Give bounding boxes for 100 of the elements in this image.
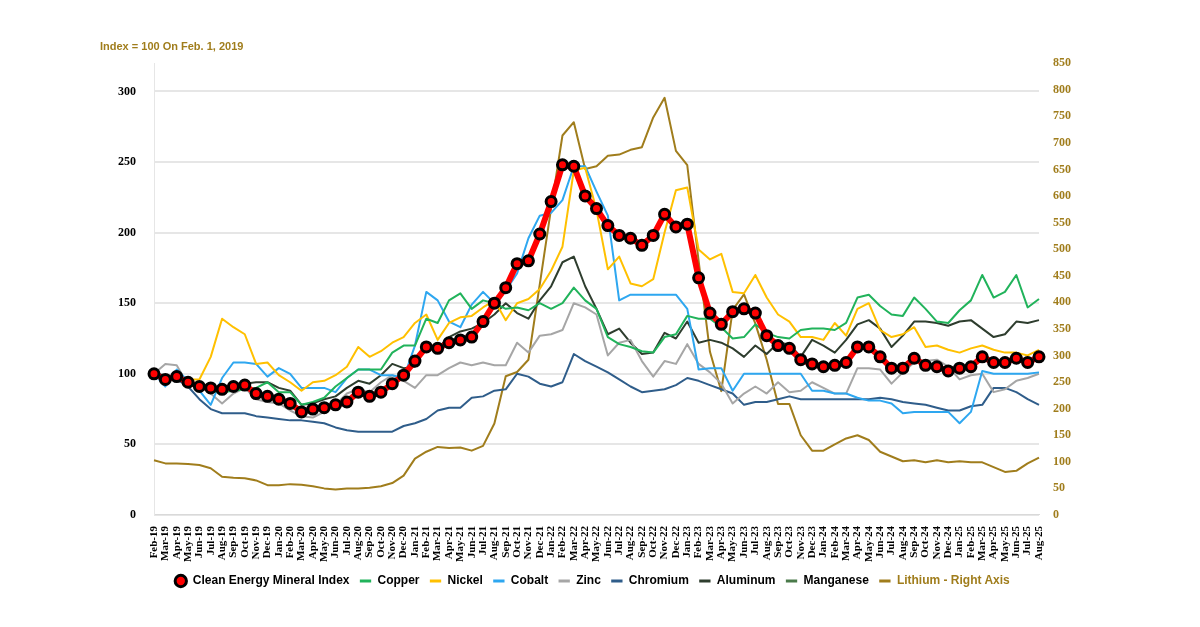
x-tick-label: Mar-25 bbox=[975, 525, 988, 561]
x-tick-label: May-25 bbox=[997, 525, 1010, 562]
x-tick-label: Dec-20 bbox=[396, 525, 409, 559]
x-tick-label: Dec-21 bbox=[532, 525, 545, 559]
y-tick-label: 250 bbox=[118, 154, 136, 169]
x-tick-label: Oct-24 bbox=[918, 525, 931, 558]
x-tick-label: Mar-20 bbox=[294, 525, 307, 561]
y2-tick-label: 500 bbox=[1053, 241, 1071, 256]
legend-label: Nickel bbox=[447, 573, 483, 588]
y2-tick-label: 250 bbox=[1053, 374, 1071, 389]
y-tick-label: 50 bbox=[124, 436, 136, 451]
x-tick-label: Feb-20 bbox=[283, 525, 295, 559]
x-tick-label: Apr-22 bbox=[578, 525, 590, 560]
y2-tick-label: 400 bbox=[1053, 294, 1071, 309]
x-tick-label: Aug-22 bbox=[623, 525, 636, 561]
x-tick-label: Apr-20 bbox=[305, 525, 318, 560]
x-tick-label: Apr-23 bbox=[714, 525, 727, 560]
x-tick-label: Sep-21 bbox=[498, 525, 511, 558]
x-tick-label: Feb-19 bbox=[146, 525, 159, 559]
x-tick-label: Feb-24 bbox=[827, 525, 840, 559]
x-tick-label: Feb-22 bbox=[555, 525, 568, 559]
x-tick-label: Mar-19 bbox=[158, 525, 171, 561]
x-tick-label: Aug-23 bbox=[759, 525, 772, 561]
y2-tick-label: 100 bbox=[1053, 453, 1071, 468]
x-tick-label: Feb-25 bbox=[963, 525, 976, 559]
x-tick-label: Jul-24 bbox=[884, 525, 897, 556]
x-tick-label: Jun-23 bbox=[736, 525, 749, 559]
x-tick-label: Apr-19 bbox=[169, 525, 182, 560]
x-tick-label: Jun-22 bbox=[600, 525, 613, 559]
y2-tick-label: 800 bbox=[1053, 81, 1071, 96]
x-tick-label: Aug-25 bbox=[1031, 525, 1044, 561]
y2-tick-label: 350 bbox=[1053, 321, 1071, 336]
y2-tick-label: 650 bbox=[1053, 161, 1071, 176]
x-tick-label: Apr-21 bbox=[441, 525, 454, 560]
x-tick-label: Apr-24 bbox=[850, 525, 863, 560]
x-tick-label: Jun-25 bbox=[1009, 525, 1022, 559]
x-tick-label: Jan-20 bbox=[271, 525, 284, 558]
y2-tick-label: 850 bbox=[1053, 55, 1071, 70]
x-tick-label: Jul-25 bbox=[1020, 525, 1033, 556]
y2-tick-label: 0 bbox=[1053, 507, 1059, 522]
legend-label: Clean Energy Mineral Index bbox=[192, 573, 350, 588]
y-tick-label: 300 bbox=[118, 83, 136, 98]
x-tick-label: Dec-24 bbox=[941, 525, 954, 559]
y-tick-label: 150 bbox=[118, 295, 136, 310]
y2-tick-label: 50 bbox=[1053, 480, 1065, 495]
x-tick-label: Oct-22 bbox=[646, 525, 659, 558]
x-tick-label: Aug-21 bbox=[487, 525, 500, 561]
legend-label: Manganese bbox=[803, 573, 870, 588]
x-tick-label: Jul-22 bbox=[612, 525, 625, 556]
legend-label: Zinc bbox=[576, 573, 602, 588]
legend-label: Lithium - Right Axis bbox=[896, 573, 1011, 588]
x-tick-label: Nov-20 bbox=[385, 525, 398, 560]
x-tick-label: May-23 bbox=[725, 525, 738, 562]
x-tick-label: Jul-23 bbox=[748, 525, 761, 556]
x-tick-label: Nov-22 bbox=[657, 525, 670, 560]
y-tick-label: 100 bbox=[118, 365, 136, 380]
x-tick-label: Jun-19 bbox=[192, 525, 205, 559]
x-tick-label: Nov-23 bbox=[793, 525, 806, 560]
x-tick-label: Jun-20 bbox=[328, 525, 341, 559]
y2-tick-label: 300 bbox=[1053, 347, 1071, 362]
x-tick-label: Mar-23 bbox=[702, 525, 715, 561]
y-tick-label: 200 bbox=[118, 224, 136, 239]
x-tick-label: Aug-24 bbox=[895, 525, 908, 561]
x-tick-label: Mar-21 bbox=[430, 525, 443, 561]
x-tick-label: May-21 bbox=[453, 525, 466, 562]
legend-label: Cobalt bbox=[510, 573, 549, 588]
x-tick-label: Jan-25 bbox=[952, 525, 965, 558]
x-tick-label: Sep-24 bbox=[907, 525, 920, 558]
x-tick-label: Sep-19 bbox=[226, 525, 239, 558]
legend-label: Chromium bbox=[628, 573, 689, 588]
x-tick-label: Nov-24 bbox=[929, 525, 942, 560]
x-tick-label: Mar-22 bbox=[566, 525, 579, 561]
x-tick-label: Feb-23 bbox=[691, 525, 704, 559]
x-tick-label: Jan-24 bbox=[816, 525, 829, 558]
y2-tick-label: 750 bbox=[1053, 108, 1071, 123]
x-tick-label: Jun-24 bbox=[873, 525, 885, 559]
y-tick-label: 0 bbox=[130, 507, 136, 522]
x-tick-label: Oct-23 bbox=[782, 525, 795, 558]
x-tick-label: Feb-21 bbox=[419, 525, 432, 559]
y2-tick-label: 550 bbox=[1053, 214, 1071, 229]
x-tick-label: Oct-20 bbox=[373, 525, 386, 558]
x-tick-label: Jul-19 bbox=[203, 525, 216, 556]
x-tick-label: Jan-23 bbox=[680, 525, 693, 558]
x-tick-label: Aug-20 bbox=[351, 525, 364, 561]
x-tick-label: Mar-24 bbox=[838, 525, 851, 561]
y2-tick-label: 200 bbox=[1053, 400, 1071, 415]
x-tick-label: Dec-23 bbox=[804, 525, 817, 559]
x-tick-label: May-20 bbox=[317, 525, 330, 562]
x-tick-label: Jun-21 bbox=[464, 525, 477, 559]
x-tick-label: Oct-19 bbox=[237, 525, 250, 558]
legend-label: Copper bbox=[377, 573, 420, 588]
x-tick-label: Apr-25 bbox=[986, 525, 999, 560]
x-tick-label: Jan-22 bbox=[543, 525, 556, 558]
y2-tick-label: 600 bbox=[1053, 188, 1071, 203]
x-tick-label: Sep-22 bbox=[634, 525, 647, 558]
x-tick-label: Jul-20 bbox=[339, 525, 352, 556]
x-tick-label: Nov-19 bbox=[248, 525, 261, 560]
x-tick-label: Dec-22 bbox=[668, 525, 681, 559]
y2-tick-label: 150 bbox=[1053, 427, 1071, 442]
y2-tick-label: 450 bbox=[1053, 267, 1071, 282]
